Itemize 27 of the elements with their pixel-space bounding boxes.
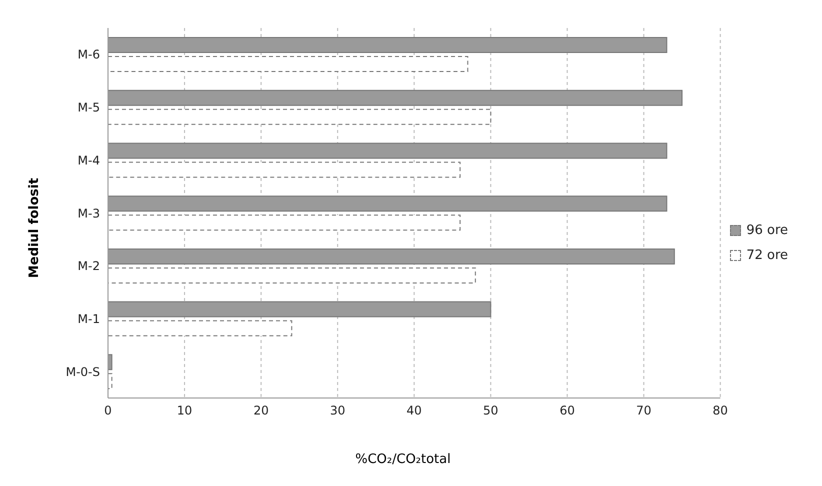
x-tick-label: 60	[560, 404, 575, 418]
x-tick-label: 50	[483, 404, 498, 418]
legend-label: 72 ore	[746, 248, 788, 263]
y-axis-title: Mediul folosit	[27, 178, 42, 278]
y-tick-label: M-6	[78, 48, 100, 62]
y-tick-label: M-1	[78, 312, 100, 326]
bar	[108, 214, 461, 231]
y-tick-label: M-2	[78, 259, 100, 274]
y-tick-label: M-0-S	[66, 364, 100, 379]
bar	[108, 56, 468, 72]
y-tick-label: M-4	[78, 153, 100, 168]
x-axis-title: %CO₂/CO₂total	[355, 452, 451, 467]
x-tick-label: 80	[712, 404, 728, 418]
bar	[108, 373, 112, 390]
bar	[108, 162, 461, 178]
bar	[108, 267, 476, 284]
x-tick-label: 10	[176, 404, 192, 418]
y-tick-label: M-3	[78, 206, 100, 220]
bar	[108, 108, 492, 125]
legend-label: 96 ore	[746, 223, 788, 238]
x-tick-label: 40	[406, 404, 422, 418]
bar	[108, 320, 292, 336]
x-tick-label: 20	[253, 404, 269, 418]
x-tick-label: 30	[330, 404, 346, 418]
y-tick-label: M-5	[78, 100, 100, 115]
x-tick-label: 70	[636, 404, 652, 418]
x-tick-label: 0	[104, 404, 112, 418]
